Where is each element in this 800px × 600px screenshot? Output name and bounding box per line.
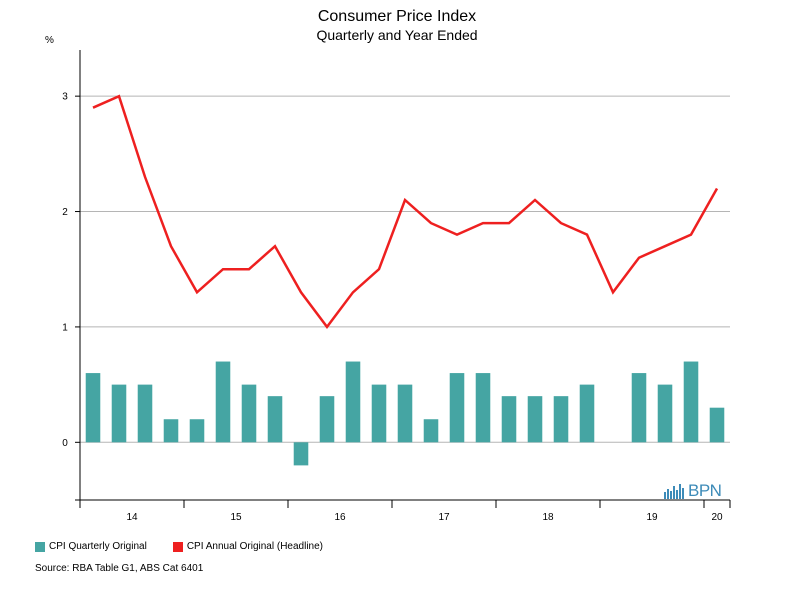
x-tick-label: 15 [230,512,242,523]
legend-item-quarterly: CPI Quarterly Original [35,541,147,552]
bar-2016Q1 [293,442,309,466]
quarterly-bars [85,361,725,466]
bar-2019Q2 [631,373,647,443]
x-tick-label: 17 [438,512,450,523]
bar-2020Q1 [709,407,725,443]
annual-line [92,94,719,329]
bar-2019Q3 [657,384,673,443]
bar-2018Q3 [553,396,569,443]
x-tick-label: 19 [646,512,658,523]
x-tick-label: 20 [711,512,723,523]
bar-2018Q4 [579,384,595,443]
bar-2015Q1 [189,419,205,443]
bar-2015Q2 [215,361,231,443]
legend-label-annual: CPI Annual Original (Headline) [186,541,323,552]
axes [75,50,731,508]
bar-2019Q4 [683,361,699,443]
annual-cpi-line [92,94,719,329]
y-tick-label: 0 [62,438,68,449]
legend-swatch-annual [172,541,183,552]
y-tick-labels: 0 1 2 3 [62,92,68,449]
bar-2018Q1 [501,396,517,443]
legend: CPI Quarterly Original CPI Annual Origin… [35,541,349,552]
bpn-logo: BPN [664,481,722,501]
bar-2017Q3 [449,373,465,443]
bar-2016Q4 [371,384,387,443]
y-tick-label: 3 [62,92,68,103]
x-tick-label: 18 [542,512,554,523]
bar-2016Q2 [319,396,335,443]
x-tick-label: 16 [334,512,346,523]
bar-2015Q3 [241,384,257,443]
chart-title: Consumer Price Index [318,8,476,25]
logo-text: BPN [688,481,722,500]
bar-2014Q4 [163,419,179,443]
chart-logo-icon [664,484,684,499]
bar-2017Q1 [397,384,413,443]
chart-subtitle: Quarterly and Year Ended [316,27,477,43]
source-note: Source: RBA Table G1, ABS Cat 6401 [35,563,204,574]
x-tick-label: 14 [126,512,138,523]
bar-2018Q2 [527,396,543,443]
bar-2017Q4 [475,373,491,443]
x-tick-labels: 14 15 16 17 18 19 20 [126,512,723,523]
legend-swatch-quarterly [35,541,45,552]
y-axis-unit-label: % [45,35,54,46]
bar-2014Q1 [85,373,101,443]
legend-label-quarterly: CPI Quarterly Original [49,541,147,552]
bar-2017Q2 [423,419,439,443]
bar-2015Q4 [267,396,283,443]
y-tick-label: 1 [62,322,68,333]
bar-2016Q3 [345,361,361,443]
bar-2014Q3 [137,384,153,443]
bar-2014Q2 [111,384,127,443]
y-tick-label: 2 [62,207,68,218]
legend-item-annual: CPI Annual Original (Headline) [172,541,323,552]
